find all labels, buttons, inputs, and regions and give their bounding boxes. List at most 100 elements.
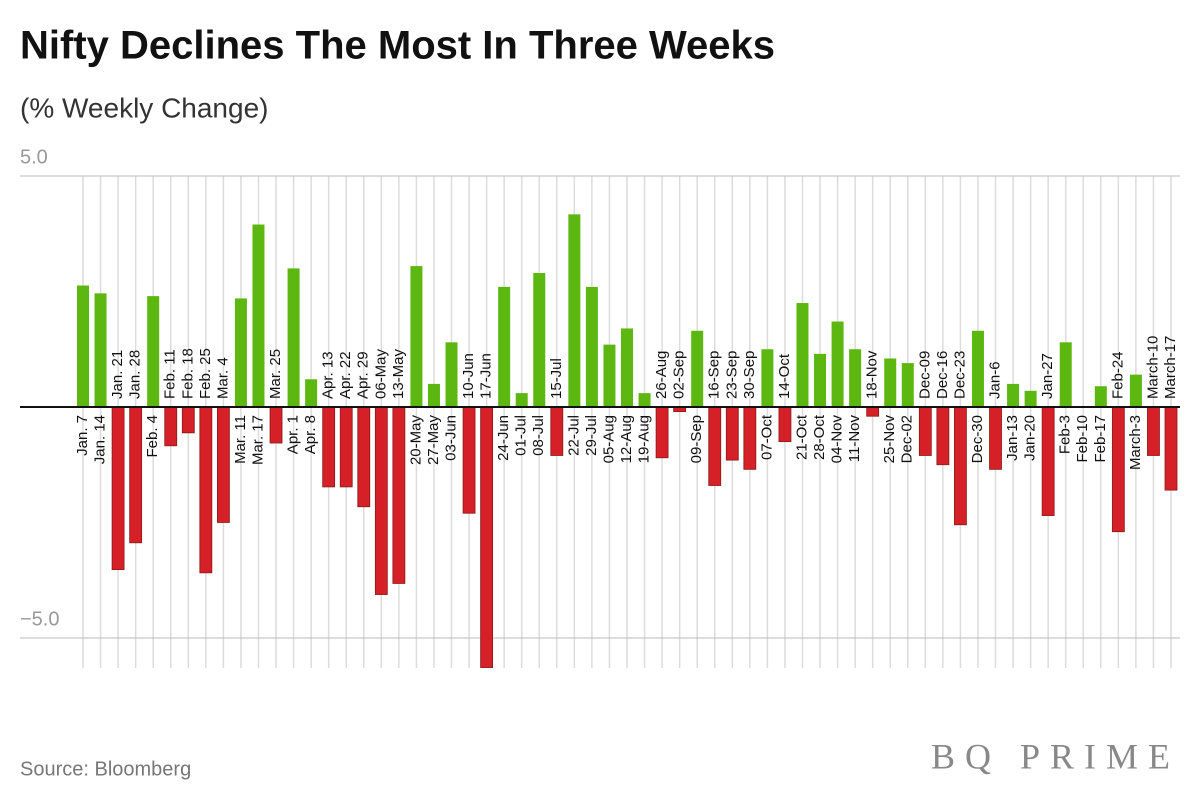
x-tick-label: Apr. 29 (355, 351, 372, 399)
x-tick-label: Dec-16 (934, 351, 951, 399)
bar (849, 349, 862, 407)
bar (954, 406, 967, 526)
x-tick-label: 10-Jun (460, 353, 477, 399)
bar (322, 406, 336, 488)
bar (410, 266, 423, 407)
bar (305, 379, 318, 407)
bar (918, 406, 932, 456)
bar (287, 268, 300, 407)
x-tick-label: Feb-3 (1057, 415, 1074, 454)
x-tick-label: Apr. 13 (320, 351, 337, 399)
bar (603, 344, 616, 407)
source: Source: Bloomberg (20, 758, 191, 780)
bar (129, 406, 143, 544)
x-tick-label: Feb. 4 (144, 415, 161, 458)
x-tick-label: Mar. 25 (267, 349, 284, 399)
bar (796, 303, 809, 407)
bar (515, 393, 528, 407)
x-tick-label: Apr. 8 (302, 415, 319, 454)
x-tick-label: 14-Oct (776, 353, 793, 399)
x-tick-label: 30-Sep (741, 351, 758, 399)
bar (339, 406, 353, 488)
y-tick-label: −5.0 (20, 608, 59, 630)
x-tick-label: Feb-24 (1109, 351, 1126, 399)
bar (761, 349, 774, 407)
x-tick-label: Jan-6 (986, 361, 1003, 399)
x-tick-label: Feb. 11 (162, 349, 179, 399)
x-tick-label: 01-Jul (513, 415, 530, 456)
x-tick-label: 25-Nov (881, 414, 898, 463)
bar (831, 321, 844, 407)
x-tick-label: 26-Aug (653, 351, 670, 399)
x-tick-label: 28-Oct (811, 414, 828, 460)
x-tick-label: Apr. 1 (285, 415, 302, 454)
x-tick-label: 17-Jun (478, 353, 495, 399)
bar (392, 406, 406, 584)
x-tick-label: 12-Aug (618, 415, 635, 463)
bar (445, 342, 458, 407)
x-tick-label: 15-Jul (548, 358, 565, 399)
bar (374, 406, 388, 595)
bar (568, 214, 581, 407)
bar (1147, 406, 1160, 456)
bar (462, 406, 476, 514)
x-tick-label: 24-Jun (495, 415, 512, 461)
bar (1164, 406, 1178, 491)
x-tick-label: 09-Sep (688, 415, 705, 463)
x-tick-label: March-17 (1162, 336, 1179, 399)
bar (427, 383, 440, 407)
bar (111, 406, 125, 570)
bar (1094, 386, 1107, 407)
x-tick-label: 16-Sep (706, 351, 723, 399)
x-tick-label: Dec-02 (899, 415, 916, 463)
x-tick-label: Mar. 4 (214, 357, 231, 399)
x-tick-label: 27-May (425, 415, 442, 466)
bar (743, 406, 757, 470)
bar (708, 406, 722, 486)
bar (691, 330, 704, 407)
x-tick-label: March-10 (1144, 336, 1161, 399)
bar (814, 353, 827, 407)
brand-logo: BQ PRIME (931, 736, 1180, 776)
bar (269, 406, 283, 444)
x-tick-label: 23-Sep (723, 351, 740, 399)
bar (585, 286, 598, 407)
bar (1059, 342, 1072, 407)
x-tick-label: Dec-09 (916, 351, 933, 399)
x-tick-label: Jan. 14 (92, 415, 109, 464)
x-tick-label: 20-May (407, 415, 424, 466)
bar (936, 406, 950, 466)
x-tick-label: 02-Sep (671, 351, 688, 399)
x-tick-label: Dec-30 (969, 415, 986, 463)
bar (1111, 406, 1125, 533)
bar (1024, 390, 1037, 407)
x-tick-label: 22-Jul (565, 415, 582, 456)
x-tick-label: 08-Jul (530, 415, 547, 456)
x-tick-label: Feb-17 (1092, 415, 1109, 463)
x-tick-label: Feb. 25 (197, 348, 214, 399)
bar (638, 393, 651, 407)
bar (621, 328, 633, 407)
bar (655, 406, 669, 459)
bar (1041, 406, 1055, 516)
x-tick-label: 11-Nov (846, 414, 863, 462)
x-tick-label: 03-Jun (442, 415, 459, 461)
bar (1007, 383, 1020, 407)
x-tick-label: Jan. 28 (127, 350, 144, 399)
bar (533, 273, 546, 407)
bar (234, 298, 247, 407)
bar (164, 406, 178, 447)
bar (778, 406, 792, 443)
x-tick-label: Feb-10 (1074, 415, 1091, 463)
bar (550, 406, 564, 456)
x-tick-label: 04-Nov (829, 414, 846, 463)
x-tick-label: Dec-23 (951, 351, 968, 399)
chart-subtitle: (% Weekly Change) (20, 92, 268, 123)
x-tick-label: 07-Oct (758, 414, 775, 460)
x-tick-label: Jan-27 (1039, 353, 1056, 399)
bar (901, 363, 914, 407)
x-tick-label: 13-May (390, 348, 407, 399)
bar (498, 286, 511, 407)
bar (480, 406, 494, 668)
